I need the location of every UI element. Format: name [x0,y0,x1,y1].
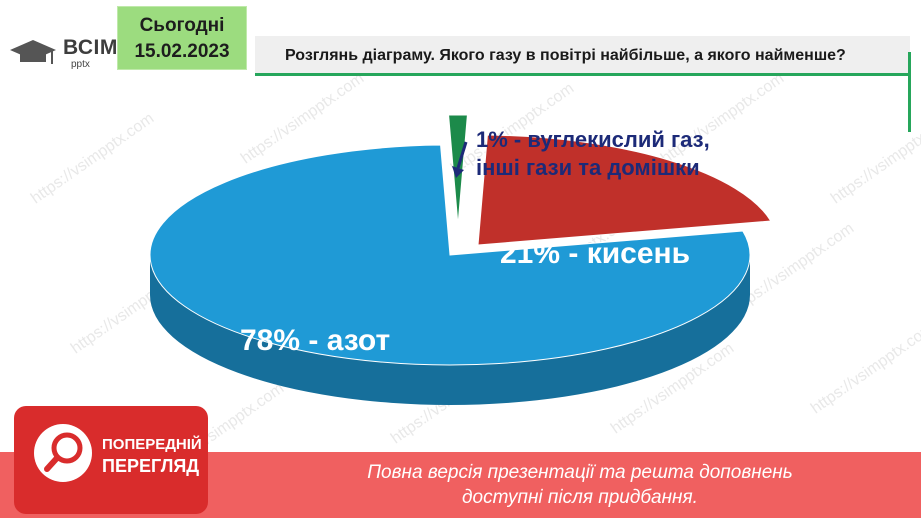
banner-line-2: доступні після придбання. [462,487,698,508]
badge-line-2: ПЕРЕГЛЯД [102,456,200,476]
label-other-line-1: 1% - вуглекислий газ, [476,127,710,152]
label-oxygen: 21% - кисень [500,237,690,270]
pie-slice-oxygen [477,134,772,246]
title-bar: Розглянь діаграму. Якого газу в повітрі … [255,36,910,76]
label-pointer-line [456,141,468,169]
label-nitrogen: 78% - азот [240,324,390,357]
side-accent-line [908,52,911,132]
graduation-cap-icon [10,40,56,64]
date-label: Сьогодні [139,15,225,36]
slide-title: Розглянь діаграму. Якого газу в повітрі … [285,47,846,64]
pie-chart: 78% - азот 21% - кисень 1% - вуглекислий г… [149,114,772,405]
label-other-line-2: інші гази та домішки [476,155,700,180]
banner-line-1: Повна версія презентації та решта доповн… [367,462,793,483]
label-pointer-arrowhead [452,166,464,178]
banner-text: Повна версія презентації та решта доповн… [310,460,850,510]
logo: ВСІМ pptx [8,36,117,76]
pie-slice-nitrogen [149,144,751,366]
magnifier-icon [34,424,92,482]
pie-slice-side [150,255,750,405]
preview-badge[interactable]: ПОПЕРЕДНІЙ ПЕРЕГЛЯД [14,406,208,514]
logo-text: ВСІМ [63,36,118,59]
logo-subtext: pptx [71,59,90,70]
badge-line-1: ПОПЕРЕДНІЙ [102,436,202,453]
date-value: 15.02.2023 [134,41,230,62]
date-box: Сьогодні 15.02.2023 [117,6,247,70]
